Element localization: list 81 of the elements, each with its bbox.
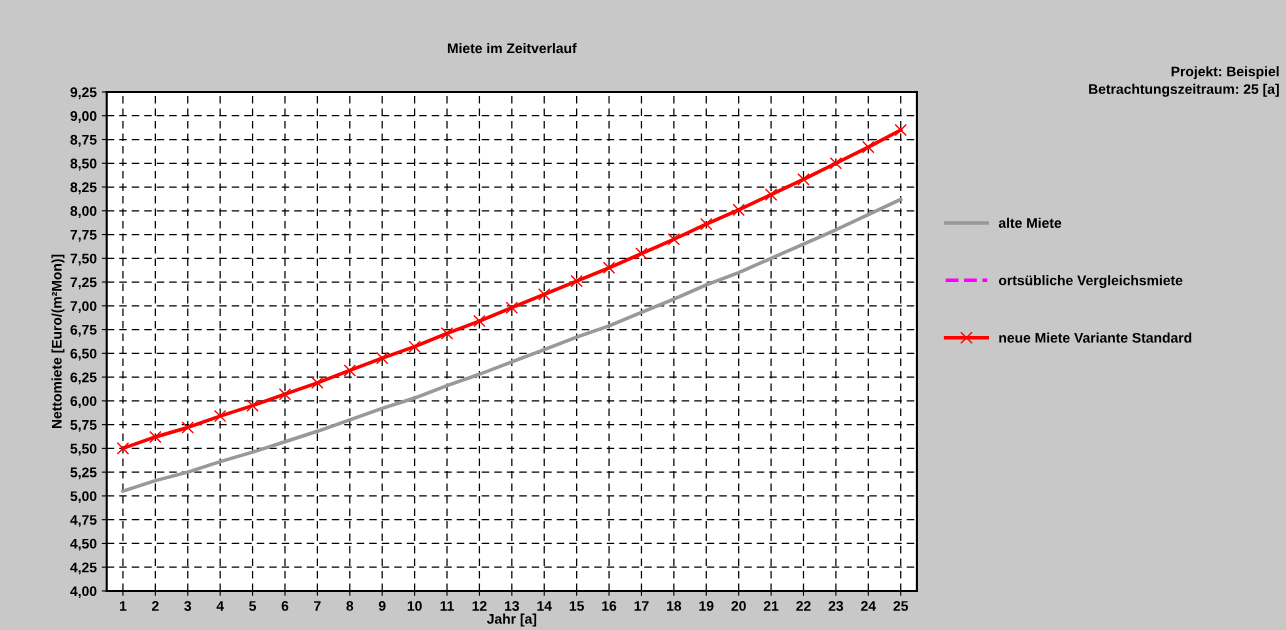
point [343,364,357,377]
x-tick-label: 25 [893,601,909,611]
point [473,314,486,328]
point [894,123,907,137]
legend-label: alte Miete [998,217,1062,228]
x-tick-label: 13 [504,601,520,611]
y-tick-label: 8,75 [70,134,97,147]
x-tick-label: 8 [346,601,354,611]
x-tick-label: 24 [861,601,876,611]
x-tick-label: 10 [407,601,422,611]
y-tick-label: 9,00 [70,111,97,123]
y-tick-label: 8,50 [70,158,97,171]
y-tick-label: 4,75 [70,515,97,527]
y-tick-label: 6,50 [70,348,97,361]
y-tick-label: 8,25 [70,182,97,195]
point [635,247,648,260]
point [181,421,195,434]
point [278,387,292,401]
point [311,376,324,390]
point [375,351,389,365]
x-tick-label: 22 [796,601,811,611]
x-tick-label: 19 [699,601,714,611]
y-tick-label: 5,00 [70,491,97,504]
point [213,409,227,423]
x-tick-label: 7 [314,601,321,611]
x-tick-label: 21 [763,601,779,611]
point [116,442,130,455]
point [700,217,713,231]
y-tick-label: 7,50 [70,253,97,266]
point [537,288,551,301]
point [440,327,454,340]
x-tick-label: 1 [119,601,127,611]
text: Projekt: Beispiel [1171,66,1279,80]
point [570,274,583,288]
y-tick-label: 7,75 [70,230,97,242]
point [149,430,162,444]
x-tick-label: 2 [151,601,159,611]
chart-title: Miete im Zeitverlauf [447,43,577,54]
y-axis-title: Nettomiete [Euro/(m²Mon)] [51,254,65,429]
legend-label: neue Miete Variante Standard [999,332,1192,343]
point [667,233,681,246]
x-tick-label: 14 [537,601,552,611]
point [602,261,616,275]
x-tick-label: 9 [378,601,386,611]
point [829,157,843,170]
x-axis-title: Jahr [a] [486,613,537,627]
y-tick-label: 8,00 [70,206,97,218]
point [505,301,519,314]
y-tick-label: 6,75 [70,324,97,337]
x-tick-label: 16 [602,601,617,611]
point [797,173,810,186]
point [246,399,259,412]
point [862,140,875,154]
x-tick-label: 20 [731,601,746,611]
y-tick-label: 4,00 [70,586,97,599]
text: Betrachtungszeitraum: 25 [a] [1089,83,1279,97]
x-tick-label: 23 [828,601,844,611]
y-tick-label: 4,50 [70,538,97,551]
x-tick-label: 11 [440,601,454,611]
y-tick-label: 7,25 [70,277,97,290]
y-tick-label: 5,75 [70,420,97,432]
x-tick-label: 18 [667,601,682,611]
x-tick-label: 3 [184,601,192,611]
point [732,203,745,217]
y-tick-label: 7,00 [70,301,97,313]
x-tick-label: 17 [634,601,649,611]
y-tick-label: 5,50 [70,443,97,456]
x-tick-label: 4 [216,601,224,611]
legend-label: ortsübliche Vergleichsmiete [998,275,1183,289]
x-tick-label: 6 [281,601,289,611]
point [408,340,421,353]
line-series [121,197,903,493]
y-tick-label: 4,25 [70,562,97,575]
y-tick-label: 6,00 [70,396,97,409]
x-tick-label: 15 [569,601,584,611]
y-tick-label: 9,25 [70,87,97,100]
point [764,188,778,201]
x-tick-label: 12 [472,601,487,611]
y-tick-label: 5,25 [70,467,97,480]
y-tick-label: 6,25 [70,372,97,385]
x-tick-label: 5 [249,601,257,611]
